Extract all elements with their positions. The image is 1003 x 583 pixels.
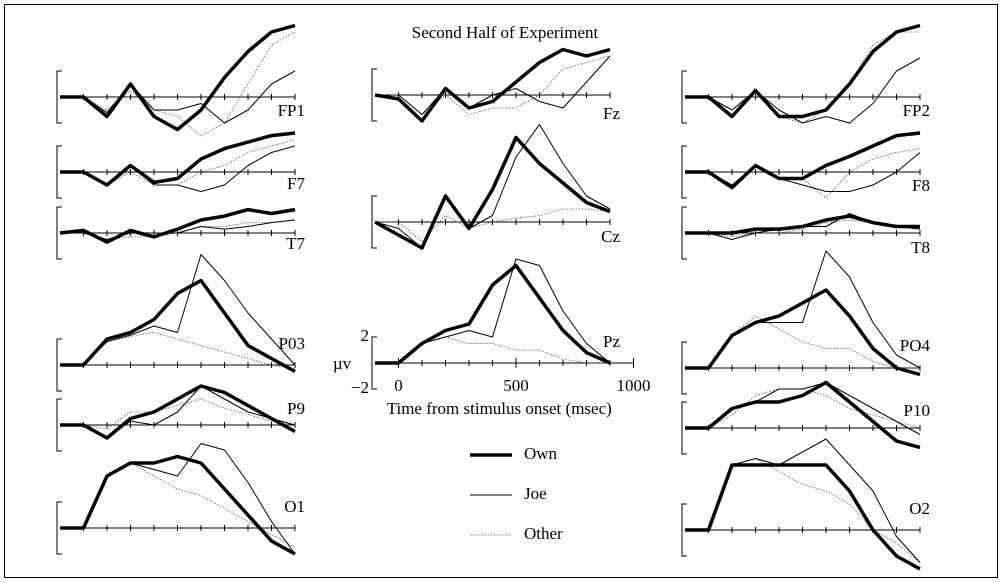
- x-tick-label: 500: [503, 376, 529, 395]
- y-tick-label: −2: [351, 378, 369, 397]
- channel-label: O1: [284, 497, 305, 516]
- waveform: [375, 258, 611, 364]
- legend-label: Other: [524, 524, 563, 543]
- waveform: [60, 31, 296, 137]
- legend-label: Own: [524, 444, 558, 463]
- waveform: [685, 57, 921, 124]
- waveform: [374, 47, 611, 123]
- waveform: [374, 124, 611, 249]
- waveform: [60, 278, 296, 374]
- waveform: [60, 454, 296, 556]
- y-axis: [56, 145, 62, 199]
- y-axis: [681, 341, 687, 395]
- waveform: [59, 207, 296, 244]
- waveform: [375, 55, 611, 115]
- y-axis: [56, 338, 62, 392]
- waveform: [60, 254, 296, 366]
- channel-label: P10: [904, 401, 930, 420]
- waveform: [685, 315, 920, 369]
- waveform: [685, 214, 920, 235]
- waveform: [60, 384, 296, 440]
- channel-label: P03: [279, 334, 305, 353]
- waveform: [685, 463, 921, 571]
- channel-label: PO4: [900, 336, 931, 355]
- channel-label: F8: [912, 176, 930, 195]
- y-axis: [681, 70, 687, 124]
- waveform: [375, 55, 611, 115]
- waveform: [685, 380, 921, 450]
- channel-label: Fz: [603, 104, 620, 123]
- x-tick-label: 1000: [617, 376, 651, 395]
- y-tick-label: 2: [361, 326, 370, 345]
- waveform: [60, 145, 296, 192]
- y-axis: [371, 195, 377, 249]
- y-axis: [56, 501, 62, 555]
- channel-label: FP1: [278, 101, 305, 120]
- waveform: [60, 70, 296, 124]
- waveform: [374, 135, 611, 250]
- channel-label: P9: [287, 399, 305, 418]
- waveform: [685, 131, 921, 190]
- waveform: [375, 208, 611, 242]
- channel-label: Cz: [601, 227, 620, 246]
- channel-label: T8: [911, 238, 930, 257]
- channel-label: Pz: [603, 332, 620, 351]
- y-axis: [681, 145, 687, 199]
- waveform: [685, 148, 921, 199]
- waveform: [60, 398, 296, 430]
- y-axis: [681, 206, 687, 260]
- y-axis-label: µv: [333, 354, 352, 373]
- y-axis: [371, 68, 377, 122]
- channel-label: T7: [286, 234, 305, 253]
- legend-label: Joe: [524, 484, 547, 503]
- y-axis: [56, 398, 62, 452]
- waveform: [685, 288, 921, 377]
- x-axis-label: Time from stimulus onset (msec): [387, 399, 612, 418]
- figure-title: Second Half of Experiment: [412, 23, 599, 42]
- frame: [4, 4, 998, 578]
- waveform: [60, 131, 296, 187]
- channel-label: F7: [287, 174, 305, 193]
- y-axis: [681, 503, 687, 557]
- waveform: [60, 139, 296, 186]
- waveform: [375, 263, 611, 365]
- channel-label: FP2: [903, 101, 930, 120]
- y-axis: [681, 401, 687, 455]
- waveform: [375, 336, 610, 364]
- x-tick-label: 0: [394, 376, 403, 395]
- y-axis: [56, 70, 62, 124]
- channel-label: O2: [909, 499, 930, 518]
- waveform: [685, 23, 921, 119]
- waveform: [60, 23, 296, 132]
- y-axis: [56, 206, 62, 260]
- waveform: [685, 31, 920, 124]
- waveform: [685, 458, 921, 563]
